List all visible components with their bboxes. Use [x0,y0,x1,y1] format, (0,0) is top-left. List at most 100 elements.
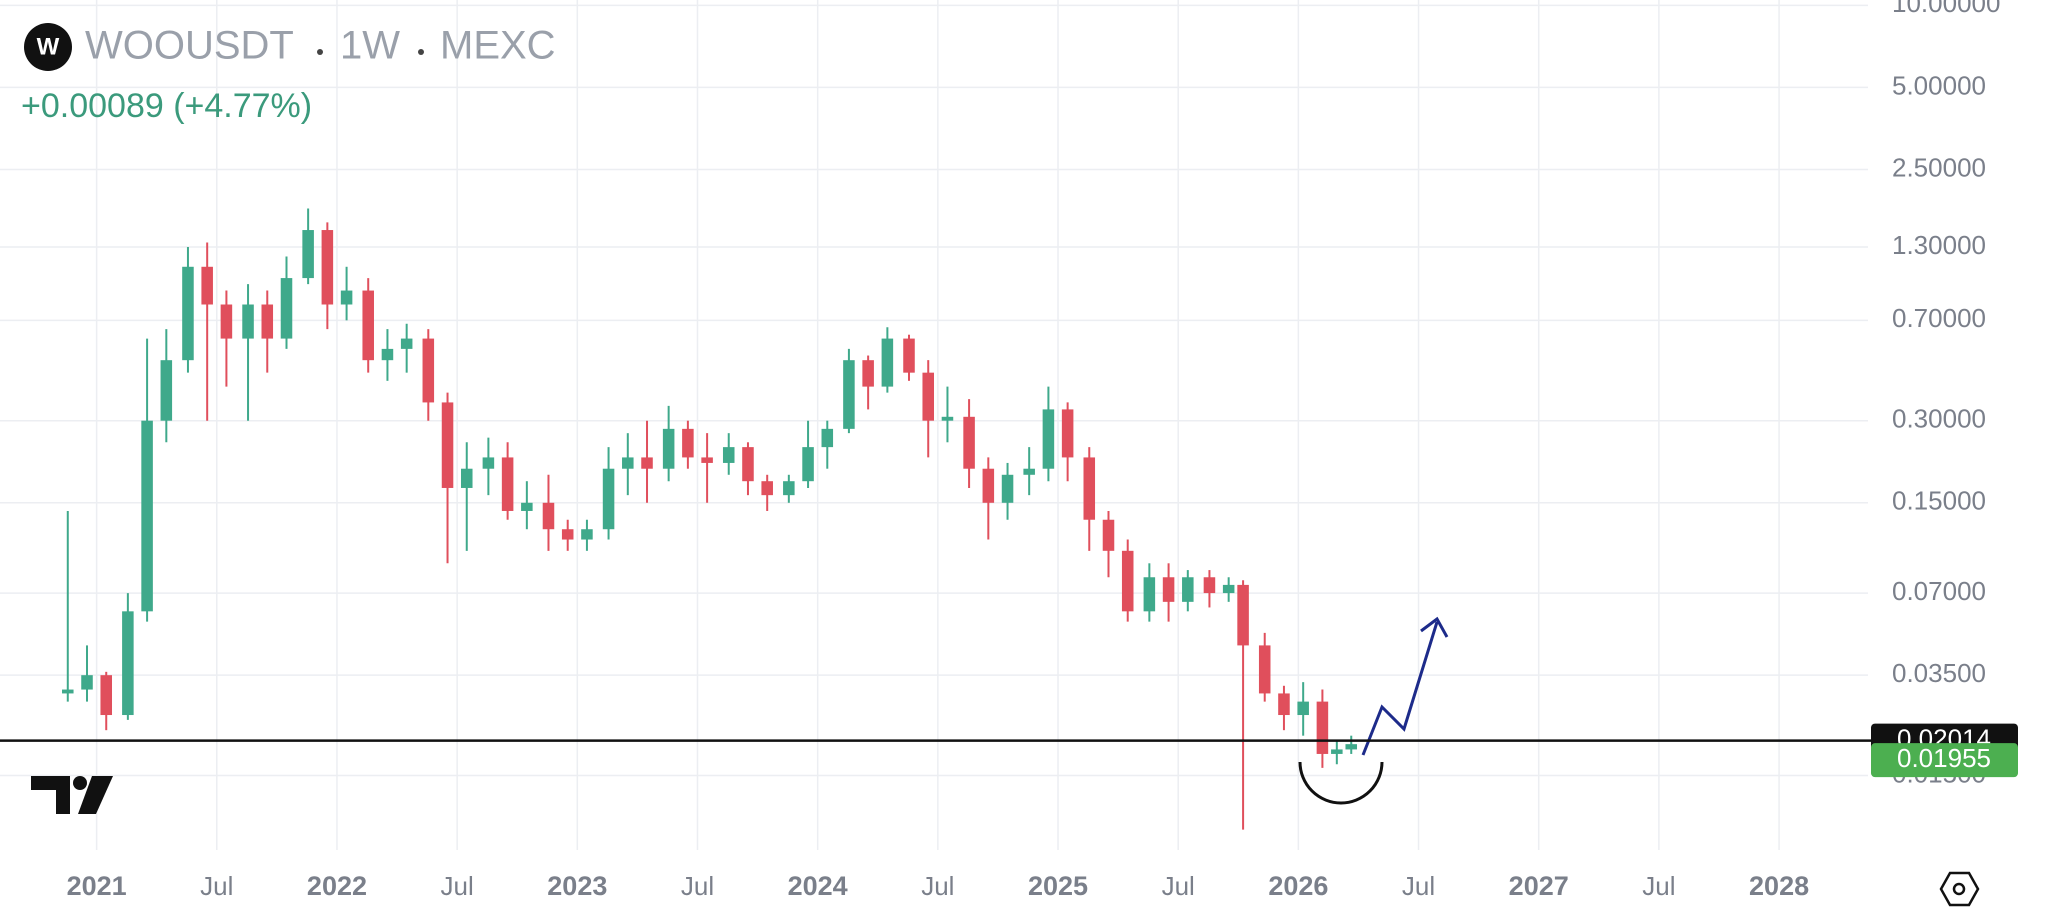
candle-body [302,230,314,279]
candle-body [1102,519,1115,551]
overlay [1298,616,1449,805]
candle-body [182,266,194,361]
last-price-label: 0.01955 [1897,743,1991,773]
x-tick-label: Jul [1402,871,1435,901]
candle-body [843,360,855,429]
y-tick-label: 0.70000 [1892,303,1986,333]
candle-body [81,675,93,690]
x-tick-label: 2023 [547,871,607,901]
candle-body [802,447,814,482]
candle-body [1237,584,1249,646]
candle-body [561,529,574,540]
symbol: WOOUSDT [85,24,294,68]
candle-body [783,481,795,496]
symbol-logo [24,23,72,71]
x-tick-label: 2026 [1268,871,1328,901]
candle-body [122,611,134,716]
candle-body [460,468,473,488]
x-tick-label: 2028 [1749,871,1809,901]
candle-body [1316,701,1329,754]
candle-body [903,338,915,373]
candle-body [100,675,113,716]
candle-body [1023,468,1035,475]
logo-letter: W [37,33,60,60]
candle-body [220,304,233,339]
y-tick-label: 0.30000 [1892,404,1986,434]
candle-body [862,360,874,387]
candle-body [141,420,153,612]
candle-body [1061,409,1074,458]
separator [418,49,424,55]
candle-body [482,457,495,469]
logo-part [78,776,113,814]
exchange: MEXC [440,24,556,68]
y-tick-label: 1.30000 [1892,230,1986,260]
arrow-head [1420,616,1449,638]
candle-body [1143,577,1156,612]
axes: 10.00000 5.00000 2.50000 1.30000 0.70000 0.30… [0,0,2018,901]
x-tick-label: Jul [441,871,474,901]
candle-body [340,290,353,305]
interval: 1W [340,24,400,68]
candles [62,208,1358,830]
x-tick-label: Jul [681,871,714,901]
x-tick-label: 2021 [67,871,127,901]
logo-part [73,776,87,790]
candle-body [1083,457,1096,520]
candle-body [521,502,533,511]
candle-body [1121,550,1134,612]
settings-icon-dot [1952,882,1966,896]
candle-body [682,428,694,458]
candle-body [441,402,454,488]
header: W WOOUSDT 1W MEXC +0.00089 (+4.77%) [21,23,556,125]
x-tick-label: 2027 [1509,871,1569,901]
settings-button[interactable] [1939,871,1980,907]
candle-body [1042,409,1055,469]
candle-body [922,372,934,421]
candle-body [62,689,74,694]
candle-body [982,468,995,503]
candle-body [542,502,555,530]
candle-body [761,481,773,496]
x-tick-label: Jul [921,871,954,901]
candle-body [701,457,713,463]
candle-body [280,278,293,339]
candle-body [662,428,675,469]
last-price-label-bg [1871,743,2018,778]
candle-body [242,304,254,339]
candle-body [201,266,213,305]
candle-body [581,529,593,540]
logo-part [31,776,70,814]
candle-body [1162,577,1175,602]
y-tick-label: 2.50000 [1892,152,1986,182]
candle-body [501,457,514,511]
candle-body [722,447,735,463]
candle-body [1345,744,1358,750]
candle-body [261,304,274,339]
y-tick-label: 0.07000 [1892,576,1986,606]
candle-body [1278,693,1290,716]
candle-body [422,338,435,403]
candle-body [381,348,394,361]
price-change: +0.00089 (+4.77%) [21,87,312,125]
x-tick-label: Jul [1642,871,1675,901]
x-tick-label: 2022 [307,871,367,901]
candle-body [362,290,374,361]
drawn-arc [1298,761,1384,805]
candle-body [881,338,894,387]
candle-body [742,447,754,482]
candle-body [963,416,975,469]
candle-body [641,457,653,469]
candle-body [602,468,615,530]
y-tick-label: 0.03500 [1892,658,1986,688]
candle-body [941,416,954,421]
candle-body [821,428,834,448]
candle-body [622,457,634,469]
drawn-arrow [1361,621,1439,756]
candle-body [400,338,413,349]
candle-body [160,360,173,421]
candle-body [1258,645,1271,694]
candle-body [1203,577,1216,594]
